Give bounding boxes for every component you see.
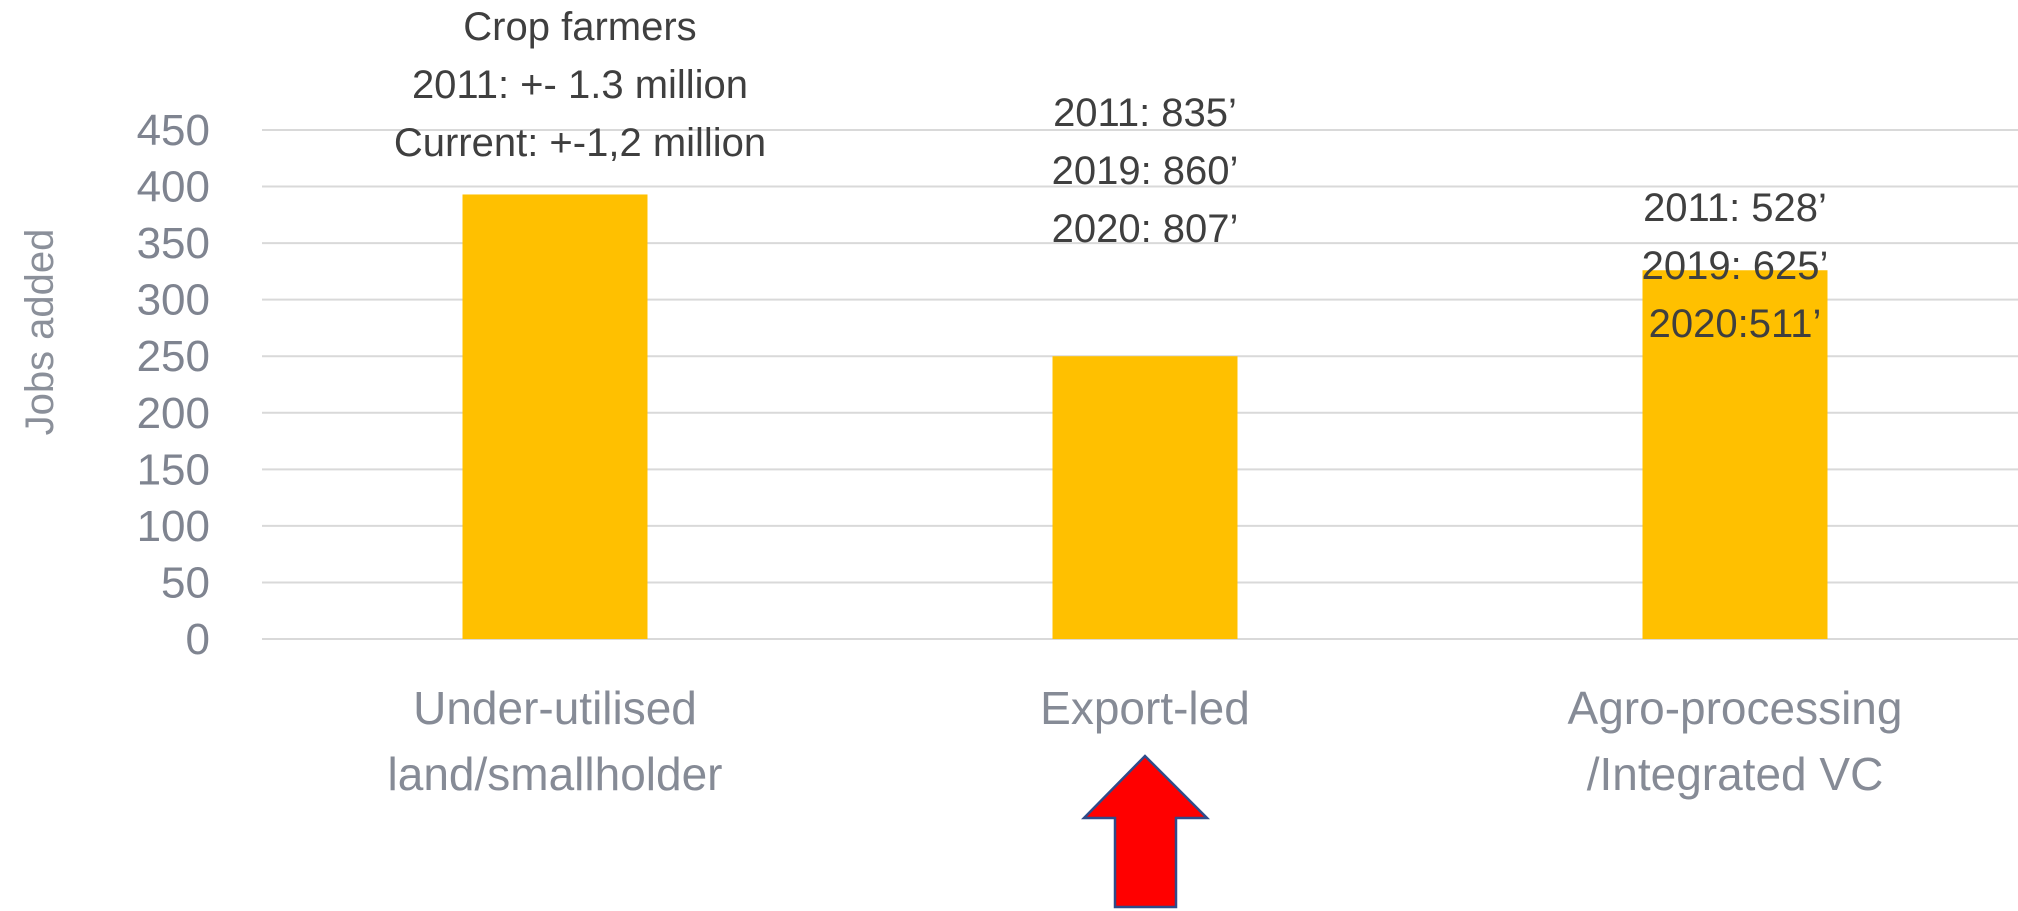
bar <box>1052 356 1238 639</box>
bar <box>462 194 648 639</box>
y-tick-label: 50 <box>161 558 210 607</box>
x-tick-label: land/smallholder <box>388 748 723 800</box>
y-tick-label: 350 <box>137 219 210 268</box>
up-arrow-icon <box>1081 754 1211 909</box>
bar-annotations: Crop farmers 2011: +- 1.3 million Current:… <box>394 5 1829 346</box>
x-axis-labels: Under-utilised land/smallholder Export-led… <box>388 682 1903 800</box>
data-annotation: 2020: 807’ <box>1052 207 1239 251</box>
data-annotation: 2011: 528’ <box>1643 186 1827 230</box>
y-axis-title: Jobs added <box>18 229 62 436</box>
data-annotation: 2011: 835’ <box>1053 91 1237 135</box>
data-annotation: Crop farmers <box>463 5 696 49</box>
x-tick-label: Export-led <box>1040 682 1250 734</box>
x-tick-label: Agro-processing <box>1568 682 1903 734</box>
y-tick-label: 200 <box>137 389 210 438</box>
data-annotation: 2019: 860’ <box>1052 149 1239 193</box>
y-tick-label: 150 <box>137 445 210 494</box>
bars <box>462 194 1828 639</box>
y-tick-label: 250 <box>137 332 210 381</box>
y-tick-label: 300 <box>137 276 210 325</box>
y-tick-label: 0 <box>186 615 210 664</box>
data-annotation: 2020:511’ <box>1649 302 1822 346</box>
y-tick-label: 100 <box>137 502 210 551</box>
x-tick-label: /Integrated VC <box>1587 748 1884 800</box>
data-annotation: Current: +-1,2 million <box>394 121 766 165</box>
y-tick-label: 450 <box>137 106 210 155</box>
x-tick-label: Under-utilised <box>413 682 697 734</box>
data-annotation: 2011: +- 1.3 million <box>412 63 748 107</box>
data-annotation: 2019: 625’ <box>1642 244 1829 288</box>
y-tick-label: 400 <box>137 163 210 212</box>
bar <box>1642 270 1828 639</box>
y-axis-ticks: 0 50 100 150 200 250 300 350 400 450 <box>137 106 210 664</box>
